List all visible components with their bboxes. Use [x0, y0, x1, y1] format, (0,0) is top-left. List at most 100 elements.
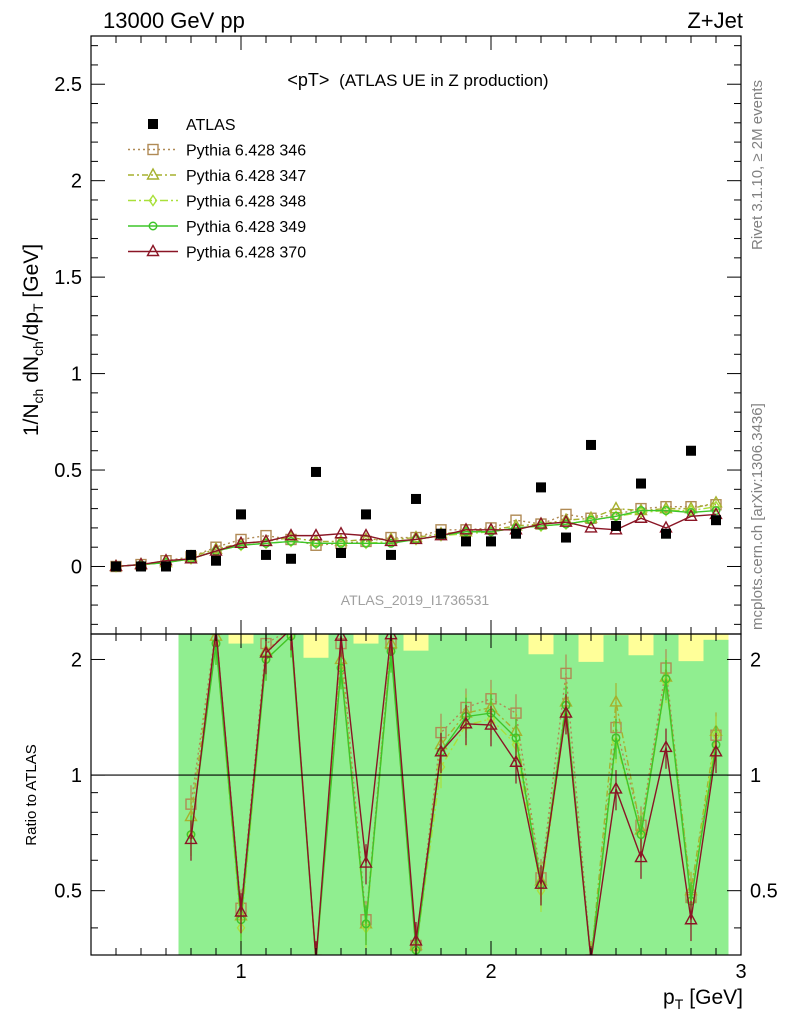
legend-marker [146, 244, 160, 257]
ratio-series-point [661, 674, 671, 684]
ratio-series-point [359, 855, 373, 868]
legend-marker [146, 167, 160, 180]
header-process-label: Z+Jet [687, 8, 743, 33]
ratio-band-inner-bin [428, 634, 454, 955]
legend-label: Pythia 6.428 349 [186, 219, 306, 236]
atlas-data-point [711, 515, 721, 526]
ratio-series-point [511, 733, 521, 743]
atlas-data-point [536, 482, 546, 493]
y-tick-label: 0.5 [54, 460, 82, 482]
main-series-point [611, 511, 621, 521]
main-series-point [311, 537, 321, 550]
atlas-data-point [311, 466, 321, 477]
main-series-point [309, 528, 323, 541]
ratio-tick-label-right: 0.5 [750, 881, 778, 903]
header-collision-label: 13000 GeV pp [103, 8, 245, 33]
main-series-point [334, 526, 348, 539]
main-series-point [459, 522, 473, 535]
rivet-version-label: Rivet 3.1.10, ≥ 2M events [749, 80, 766, 250]
main-series-point [586, 513, 596, 527]
main-series-point [259, 533, 273, 547]
y-label-sub-2: ch [30, 341, 46, 356]
legend-label: Pythia 6.428 348 [186, 194, 306, 211]
main-series-line [115, 513, 717, 568]
ratio-series-line [190, 634, 717, 955]
main-series-point [409, 532, 423, 545]
main-series-point [634, 510, 648, 523]
main-series-line [115, 505, 717, 568]
main-series-point [284, 528, 298, 541]
ratio-series-point [634, 850, 648, 863]
ratio-series-point [609, 694, 623, 707]
y-tick-label: 1.5 [54, 267, 82, 289]
ratio-band-inner-bin [253, 634, 279, 955]
legend-label-atlas: ATLAS [186, 117, 236, 134]
ratio-series-point [259, 645, 273, 658]
ratio-band-inner-bin [278, 634, 304, 955]
main-series-point [636, 506, 646, 515]
main-series-point [286, 536, 296, 546]
x-label-p: p [663, 986, 675, 1009]
ratio-series-point [587, 956, 595, 964]
atlas-data-point [386, 549, 396, 560]
ratio-series-line [190, 634, 717, 955]
atlas-data-point [511, 528, 521, 539]
y-tick-label: 0 [71, 556, 82, 578]
main-series-point [384, 533, 398, 547]
x-tick-label: 1 [235, 961, 246, 983]
ratio-tick-label-left: 2 [71, 649, 82, 671]
atlas-data-point [586, 439, 596, 450]
ratio-band-inner-bin [303, 657, 329, 955]
main-series-point [534, 516, 548, 529]
main-series-4 [111, 506, 721, 571]
main-series-line [115, 502, 717, 568]
atlas-data-point [636, 478, 646, 489]
plot-title-main: <pT> [287, 70, 329, 90]
main-series-point [684, 508, 698, 522]
atlas-data-point [211, 555, 221, 566]
ratio-band-inner-bin [628, 655, 654, 955]
main-series-point [336, 538, 346, 548]
atlas-data-point [261, 549, 271, 560]
ratio-series-point [611, 733, 621, 743]
legend-marker-atlas [148, 119, 158, 129]
x-axis-label: pT [GeV] [663, 986, 743, 1012]
ratio-series-point [609, 781, 623, 794]
legend-label: Pythia 6.428 347 [186, 168, 306, 185]
ratio-series-point [361, 919, 371, 929]
atlas-data-point [461, 536, 471, 547]
ratio-series-point [659, 740, 673, 753]
ratio-band-inner-bin [378, 634, 404, 955]
atlas-data-point [186, 549, 196, 560]
ratio-y-axis-label: Ratio to ATLAS [23, 744, 40, 845]
atlas-data-point [486, 536, 496, 547]
ratio-series-point [234, 904, 248, 917]
ratio-tick-label-right: 1 [750, 765, 761, 787]
ratio-series-point [184, 831, 198, 845]
main-series-line [115, 509, 717, 568]
main-series-point [361, 537, 371, 550]
legend-label: Pythia 6.428 346 [186, 143, 306, 160]
main-series-3 [111, 500, 721, 573]
y-label-unit: [GeV] [20, 244, 43, 304]
axes: 1 2 3 0 0.5 1 1.5 2 2.5 0.5 0.5 1 1 2 2 [54, 35, 778, 983]
ratio-band-inner-bin [578, 661, 604, 955]
main-series-point [584, 520, 598, 533]
ratio-series-point [684, 912, 698, 925]
ratio-series-point [560, 667, 572, 680]
atlas-data-points [111, 439, 721, 572]
ratio-series-point [636, 830, 646, 840]
legend-marker [148, 194, 158, 207]
ratio-series-point [534, 876, 548, 889]
x-tick-label: 2 [485, 961, 496, 983]
y-label-part-1: 1/N [20, 403, 43, 436]
plot-title: <pT> (ATLAS UE in Z production) [287, 70, 548, 90]
atlas-data-point [161, 561, 171, 572]
main-series-5 [109, 506, 723, 572]
y-axis-label: 1/Nch dNch/dpT [GeV] [20, 244, 46, 436]
main-series-point [661, 504, 671, 517]
ratio-series-point [484, 717, 498, 730]
plot-title-suffix: (ATLAS UE in Z production) [339, 71, 548, 90]
main-series-point [234, 535, 248, 549]
